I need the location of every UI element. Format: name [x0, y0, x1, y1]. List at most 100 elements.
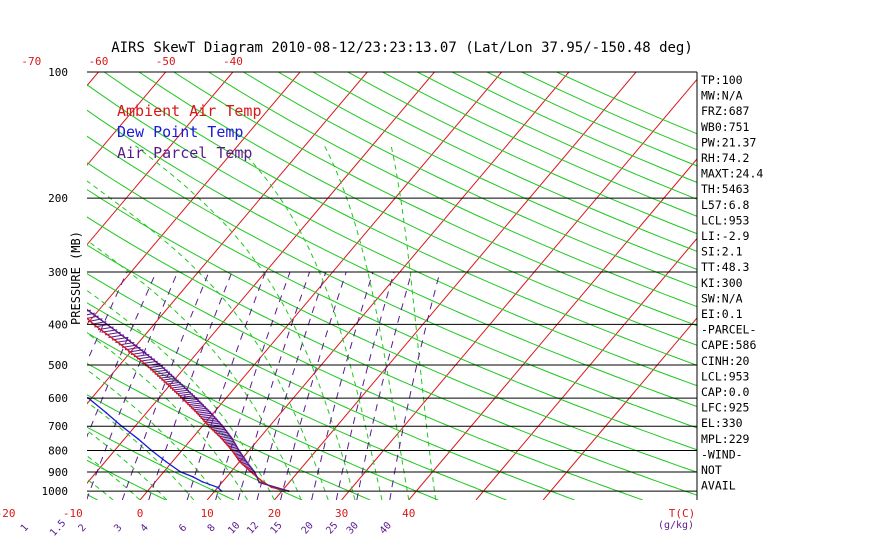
mixing-ratio-label: 6: [177, 522, 189, 534]
index-label: KI:300: [701, 276, 743, 290]
temp-tick-bottom-label: 30: [335, 507, 348, 520]
cape-hatch-line: [190, 405, 206, 409]
cape-hatch-line: [187, 402, 203, 406]
mixing-ratio-line: [256, 271, 327, 500]
dry-adiabat-line: [87, 426, 235, 500]
data-point: [37, 238, 39, 240]
data-point: [164, 381, 167, 384]
index-label: RH:74.2: [701, 151, 749, 165]
mixing-ratio-label: 2: [77, 522, 89, 534]
temp-axis-unit: T(C): [669, 507, 696, 520]
temp-tick-top-label: -40: [223, 55, 243, 68]
pressure-tick-label: 800: [48, 445, 68, 458]
mixing-ratio-line: [121, 271, 210, 500]
cape-hatch-line: [201, 417, 217, 421]
mixing-ratio-unit: (g/kg): [658, 520, 694, 531]
legend-entry: Dew Point Temp: [117, 123, 243, 141]
index-label: TT:48.3: [701, 260, 750, 274]
data-point: [43, 112, 45, 114]
data-point: [196, 411, 198, 414]
moist-adiabat-line: [0, 146, 33, 500]
mixing-ratio-line: [280, 271, 347, 500]
dry-adiabat-line: [103, 72, 697, 366]
moist-adiabat-line: [87, 239, 302, 500]
cape-hatch-line: [194, 409, 210, 413]
temp-tick-bottom-label: -10: [63, 507, 83, 520]
data-point: [137, 438, 139, 440]
cape-hatch-line: [189, 404, 205, 407]
dry-adiabat-line: [87, 362, 371, 500]
data-point: [66, 299, 68, 301]
temp-tick-bottom-label: 40: [402, 507, 415, 520]
data-point: [36, 271, 38, 273]
legend: Ambient Air Temp Dew Point Temp Air Parcel…: [117, 102, 262, 162]
data-point: [231, 438, 233, 440]
dry-adiabat-line: [347, 72, 697, 235]
index-label: LI:-2.9: [701, 229, 750, 243]
cape-hatch-line: [175, 391, 192, 395]
data-point: [217, 486, 219, 489]
dry-adiabat-line: [0, 72, 30, 500]
dry-adiabat-line: [208, 72, 697, 308]
mixing-ratio-line: [389, 271, 441, 500]
dry-adiabat-line: [87, 332, 439, 500]
data-point: [238, 460, 241, 463]
data-point: [39, 173, 41, 175]
isotherm-line: [87, 72, 368, 405]
data-point: [221, 438, 223, 440]
cape-hatch-line: [203, 419, 219, 422]
isotherm-line: [87, 72, 99, 87]
cape-hatch-line: [217, 433, 230, 436]
isotherm-line: [475, 237, 697, 500]
index-label: -PARCEL-: [701, 323, 756, 337]
data-point: [51, 382, 53, 384]
mixing-ratio-label: 25: [324, 520, 340, 536]
data-point: [258, 481, 260, 484]
data-point: [105, 411, 107, 414]
index-label: SI:2.1: [701, 245, 743, 259]
pressure-tick-label: 500: [48, 359, 68, 372]
moist-adiabat-line: [135, 145, 356, 500]
cape-hatch-line: [212, 428, 227, 432]
dry-adiabat-line: [87, 109, 697, 408]
index-label: NOT: [701, 463, 722, 477]
pressure-tick-label: 300: [48, 266, 68, 279]
chart-title: AIRS SkewT Diagram 2010-08-12/23:23:13.0…: [111, 40, 693, 56]
index-label: LCL:953: [701, 369, 750, 383]
pressure-tick-label: 600: [48, 392, 68, 405]
dry-adiabat-line: [243, 72, 697, 289]
data-point: [18, 364, 20, 366]
cape-hatch-line: [210, 427, 225, 430]
isotherm-line: [87, 72, 301, 325]
isotherm-line: [87, 72, 234, 246]
data-point: [59, 289, 61, 291]
cape-hatch-line: [198, 414, 214, 418]
index-label: CINH:20: [701, 354, 750, 368]
index-label: SW:N/A: [701, 291, 743, 305]
data-point: [30, 259, 32, 261]
mixing-ratio-label: 40: [378, 520, 394, 536]
mixing-ratio-label: 3: [112, 522, 124, 534]
mixing-ratio-line: [186, 271, 266, 500]
pressure-tick-label: 400: [48, 318, 68, 331]
series-line-dew-point-temp: [87, 396, 222, 492]
moist-adiabat-line: [87, 289, 275, 500]
data-point: [245, 460, 248, 463]
temp-tick-top-label: -60: [89, 55, 109, 68]
dry-adiabat-line: [312, 72, 697, 252]
cape-hatch-line: [206, 422, 222, 426]
isotherm-line: [274, 72, 637, 500]
pressure-tick-label: 1000: [42, 485, 69, 498]
temp-tick-bottom-label: -20: [0, 507, 16, 520]
cape-hatch-line: [200, 416, 216, 419]
dry-adiabat-line: [87, 135, 697, 429]
dry-adiabat-line: [87, 394, 303, 500]
data-point: [135, 345, 137, 347]
cape-hatch-line: [167, 383, 183, 387]
data-point: [36, 271, 38, 273]
cape-hatch-line: [215, 431, 229, 435]
index-label: LFC:925: [701, 401, 749, 415]
dry-adiabat-line: [138, 72, 697, 346]
